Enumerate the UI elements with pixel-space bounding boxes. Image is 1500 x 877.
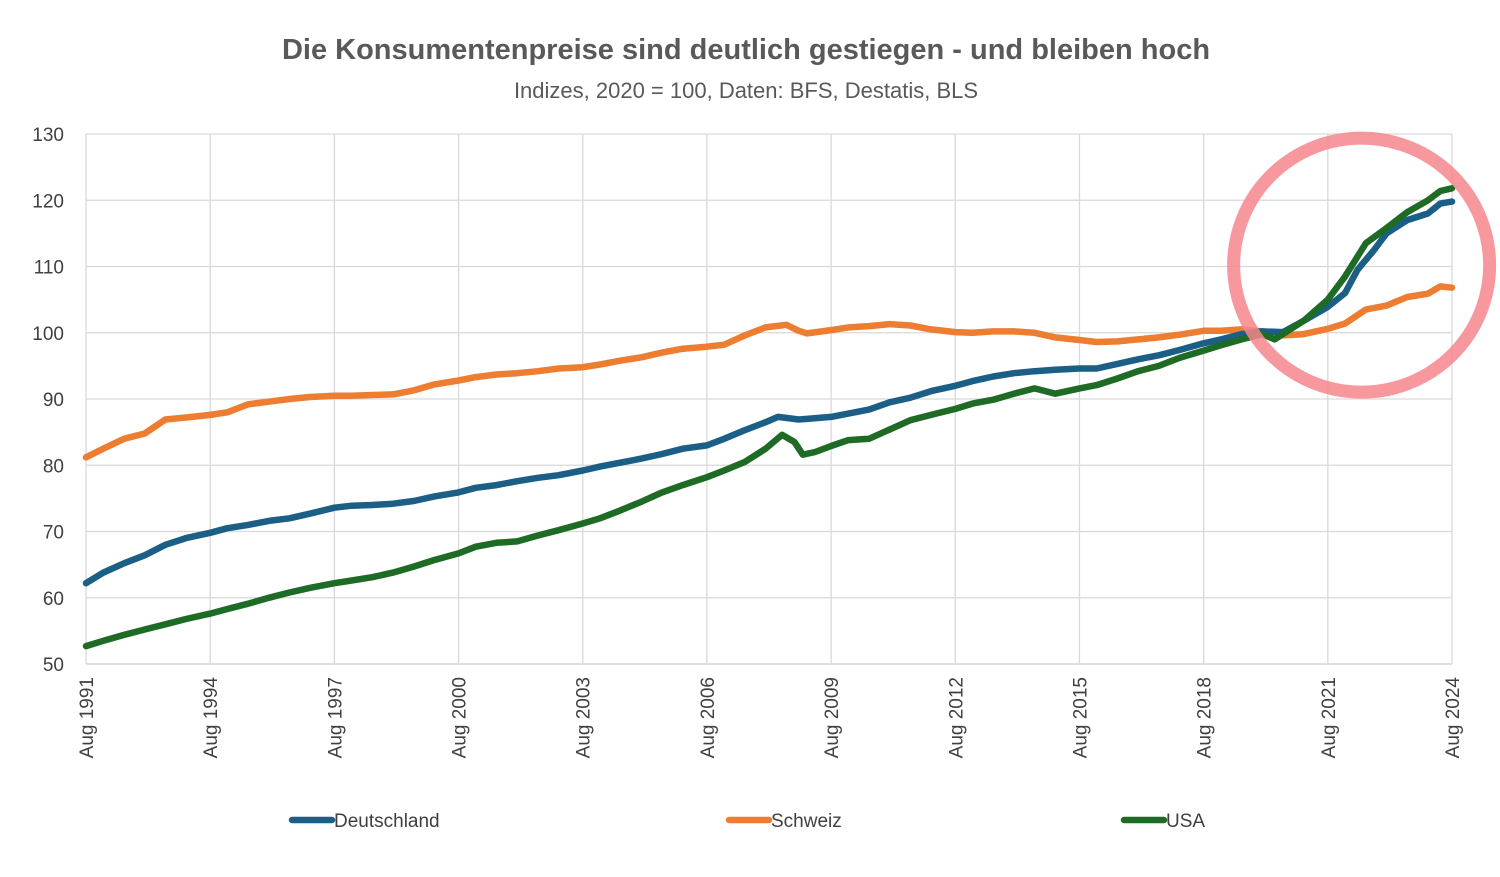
- legend-item-usa: USA: [1120, 811, 1205, 832]
- x-tick-label: Aug 2018: [1195, 677, 1216, 758]
- y-tick-label: 70: [43, 523, 64, 544]
- x-tick-label: Aug 2021: [1319, 677, 1340, 758]
- x-tick-label: Aug 2006: [698, 677, 719, 758]
- series-line-deutschland: [82, 198, 1456, 587]
- y-tick-label: 100: [32, 324, 64, 345]
- series-line-schweiz: [82, 283, 1456, 461]
- legend-label: USA: [1166, 811, 1205, 832]
- legend-label: Schweiz: [771, 811, 842, 832]
- x-tick-label: Aug 1991: [77, 677, 98, 758]
- highlight-circle: [1227, 131, 1497, 399]
- y-tick-label: 60: [43, 589, 64, 610]
- legend-label: Deutschland: [334, 811, 440, 832]
- legend-item-schweiz: Schweiz: [725, 811, 842, 832]
- annotation-layer: [1227, 131, 1497, 399]
- y-tick-label: 80: [43, 456, 64, 477]
- x-tick-label: Aug 2000: [450, 677, 471, 758]
- x-tick-label: Aug 2012: [946, 677, 967, 758]
- y-tick-label: 110: [34, 258, 64, 279]
- axis-layer: 50 60 70 80 90 100 110 120 130 Aug 1991 Aug 1994 Au…: [32, 125, 1464, 758]
- legend-item-deutschland: Deutschland: [288, 811, 440, 832]
- legend: Deutschland Schweiz USA: [288, 811, 1205, 832]
- y-tick-label: 130: [32, 125, 64, 146]
- x-tick-label: Aug 1997: [325, 677, 346, 758]
- x-tick-label: Aug 2015: [1070, 677, 1091, 758]
- y-tick-label: 90: [43, 390, 64, 411]
- x-tick-label: Aug 1994: [201, 677, 222, 759]
- chart-subtitle: Indizes, 2020 = 100, Daten: BFS, Destati…: [513, 78, 979, 103]
- series-line-usa: [82, 185, 1456, 650]
- chart-title: Die Konsumentenpreise sind deutlich gest…: [281, 34, 1211, 66]
- series-layer: [82, 185, 1456, 650]
- y-tick-label: 120: [32, 191, 64, 212]
- x-tick-label: Aug 2009: [822, 677, 843, 758]
- x-tick-label: Aug 2024: [1443, 677, 1464, 759]
- x-tick-label: Aug 2003: [574, 677, 595, 758]
- y-tick-label: 50: [43, 655, 64, 676]
